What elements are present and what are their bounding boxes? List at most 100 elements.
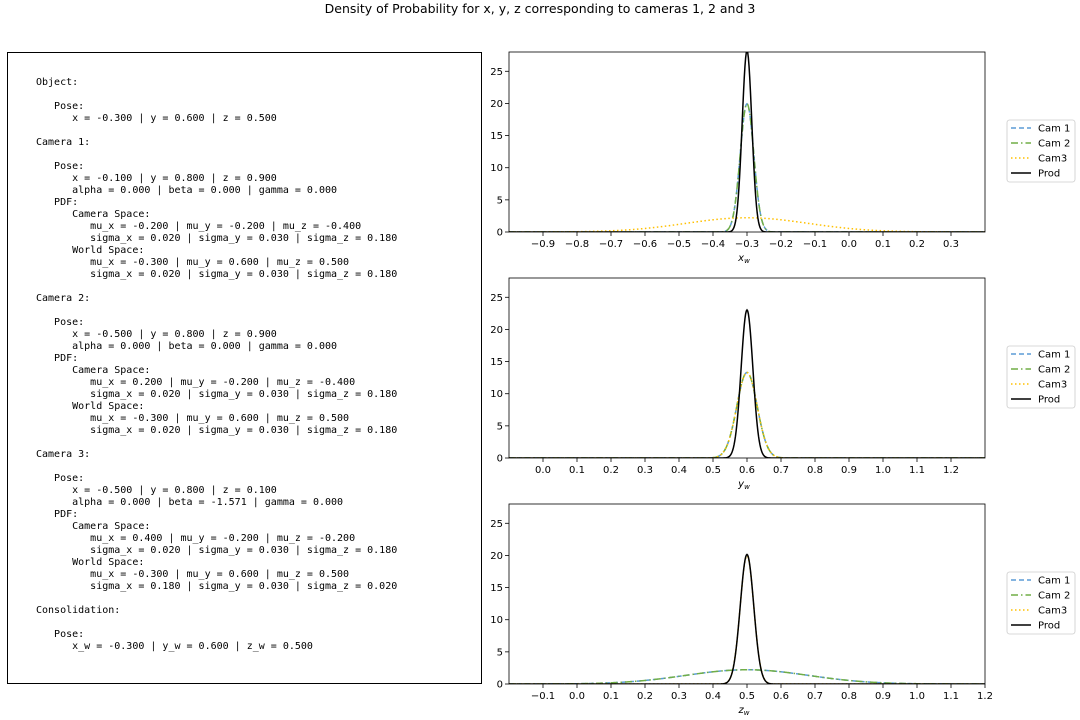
x-tick-label: −0.6 (633, 239, 657, 250)
x-axis-label: zw (738, 705, 750, 717)
y-tick-label: 25 (490, 67, 503, 78)
plot-frame (508, 503, 986, 685)
legend-box (1006, 345, 1076, 409)
info-panel: Object: Pose: x = -0.300 | y = 0.600 | z… (7, 52, 482, 684)
legend-label: Cam 2 (1038, 139, 1070, 150)
y-tick-label: 20 (490, 99, 503, 110)
x-tick-label: −0.8 (565, 239, 589, 250)
x-tick-label: 0.3 (637, 465, 653, 476)
x-tick-label: 1.0 (909, 691, 925, 702)
series-line-cam-1 (509, 371, 985, 458)
y-tick-label: 10 (490, 615, 503, 626)
legend: Cam 1 Cam 2 Cam3 Prod (1006, 119, 1076, 183)
x-tick-label: −0.1 (531, 691, 555, 702)
chart-2: 0.0 0.1 0.2 0.3 0.4 0.5 0.6 0.7 0.8 0.9 1.0 1.1 1.2 0… (490, 277, 1076, 491)
series-line-prod (509, 553, 985, 684)
x-tick-label: 0.3 (943, 239, 959, 250)
y-tick-label: 0 (497, 228, 503, 239)
legend-label: Cam 2 (1038, 365, 1070, 376)
series-line-cam-2 (509, 102, 985, 232)
x-tick-label: −0.2 (769, 239, 793, 250)
legend-box (1006, 571, 1076, 635)
x-tick-label: −0.9 (531, 239, 555, 250)
y-tick-label: 15 (490, 357, 503, 368)
x-axis-label: xw (737, 253, 750, 265)
series-line-prod (509, 308, 985, 458)
x-tick-label: 0.5 (705, 465, 721, 476)
x-tick-label: 1.1 (943, 691, 959, 702)
series-line-cam-1 (509, 669, 985, 684)
x-tick-label: 0.4 (671, 465, 687, 476)
info-text: Object: Pose: x = -0.300 | y = 0.600 | z… (36, 77, 398, 652)
x-tick-label: 0.6 (773, 691, 789, 702)
x-tick-label: 0.1 (603, 691, 619, 702)
y-tick-label: 20 (490, 325, 503, 336)
series-line-cam-2 (509, 371, 985, 458)
x-tick-label: 0.0 (569, 691, 585, 702)
x-tick-label: 0.8 (841, 691, 857, 702)
x-tick-label: 0.0 (535, 465, 551, 476)
x-tick-label: 0.7 (773, 465, 789, 476)
x-tick-label: 0.9 (841, 465, 857, 476)
x-tick-label: −0.7 (599, 239, 623, 250)
plot-frame (508, 51, 986, 233)
legend-label: Prod (1038, 395, 1060, 406)
y-tick-label: 0 (497, 454, 503, 465)
legend-label: Cam3 (1038, 154, 1067, 165)
x-tick-label: 0.7 (807, 691, 823, 702)
y-tick-label: 25 (490, 293, 503, 304)
x-axis-label: yw (737, 479, 750, 491)
chart-1: −0.9 −0.8 −0.7 −0.6 −0.5 −0.4 −0.3 −0.2 −0.1 0.0 0… (490, 51, 1076, 265)
x-tick-label: 0.8 (807, 465, 823, 476)
y-tick-label: 5 (497, 647, 503, 658)
y-tick-label: 5 (497, 195, 503, 206)
x-tick-label: −0.3 (735, 239, 759, 250)
series-line-cam-1 (509, 102, 985, 232)
x-tick-label: 0.2 (603, 465, 619, 476)
y-tick-label: 25 (490, 519, 503, 530)
legend-label: Cam 1 (1038, 350, 1070, 361)
x-tick-label: 0.5 (739, 691, 755, 702)
x-tick-label: −0.1 (803, 239, 827, 250)
legend-label: Prod (1038, 621, 1060, 632)
y-tick-label: 15 (490, 131, 503, 142)
y-tick-label: 10 (490, 163, 503, 174)
x-tick-label: 0.3 (671, 691, 687, 702)
legend: Cam 1 Cam 2 Cam3 Prod (1006, 571, 1076, 635)
series-line-cam3 (509, 554, 985, 684)
x-tick-label: 0.9 (875, 691, 891, 702)
x-tick-label: −0.5 (667, 239, 691, 250)
x-tick-label: 1.1 (909, 465, 925, 476)
legend-label: Prod (1038, 169, 1060, 180)
x-tick-label: 1.2 (977, 691, 993, 702)
x-tick-label: 0.1 (875, 239, 891, 250)
x-tick-label: 1.0 (875, 465, 891, 476)
plot-frame (508, 277, 986, 459)
x-tick-label: 0.0 (841, 239, 857, 250)
y-tick-label: 20 (490, 551, 503, 562)
chart-3: −0.1 0.0 0.1 0.2 0.3 0.4 0.5 0.6 0.7 0.8 0.9 1.0 1.1… (490, 503, 1076, 717)
legend: Cam 1 Cam 2 Cam3 Prod (1006, 345, 1076, 409)
y-tick-label: 5 (497, 421, 503, 432)
x-tick-label: 0.2 (637, 691, 653, 702)
series-line-cam3 (509, 217, 985, 232)
x-tick-label: 1.2 (943, 465, 959, 476)
legend-label: Cam 2 (1038, 591, 1070, 602)
legend-label: Cam 1 (1038, 576, 1070, 587)
x-tick-label: 0.4 (705, 691, 721, 702)
y-tick-label: 15 (490, 583, 503, 594)
y-tick-label: 0 (497, 680, 503, 691)
y-tick-label: 10 (490, 389, 503, 400)
x-tick-label: −0.4 (701, 239, 725, 250)
series-line-prod (509, 52, 985, 232)
x-tick-label: 0.6 (739, 465, 755, 476)
legend-label: Cam3 (1038, 606, 1067, 617)
figure-title: Density of Probability for x, y, z corre… (324, 1, 756, 16)
series-line-cam-2 (509, 669, 985, 684)
legend-label: Cam 1 (1038, 124, 1070, 135)
legend-label: Cam3 (1038, 380, 1067, 391)
series-line-cam3 (509, 371, 985, 458)
x-tick-label: 0.1 (569, 465, 585, 476)
x-tick-label: 0.2 (909, 239, 925, 250)
